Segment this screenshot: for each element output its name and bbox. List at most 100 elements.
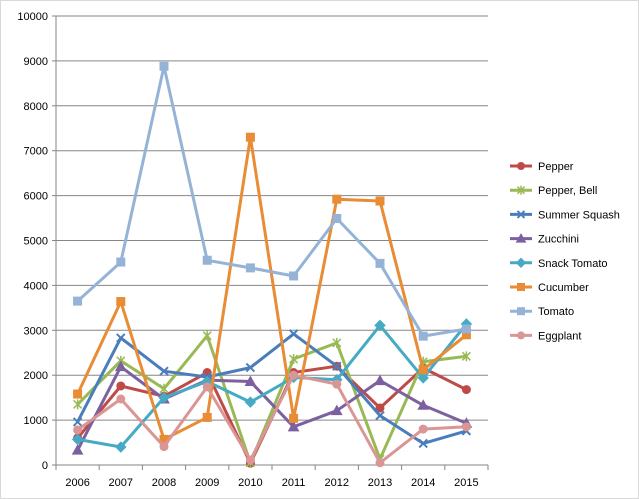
data-point xyxy=(115,441,127,453)
legend-label: Eggplant xyxy=(538,330,581,342)
data-point xyxy=(332,213,342,223)
legend: Pepper Pepper, Bell Summer Squash Zucchini S… xyxy=(510,161,620,342)
legend-entry: Cucumber xyxy=(510,282,589,294)
data-point xyxy=(71,433,84,446)
series-group xyxy=(71,61,473,468)
legend-entry: Tomato xyxy=(510,306,574,318)
data-point xyxy=(245,132,255,142)
data-point xyxy=(418,424,428,434)
data-point xyxy=(202,382,212,392)
series-eggplant xyxy=(73,370,471,468)
data-point xyxy=(116,333,126,343)
data-point xyxy=(332,361,342,371)
data-point xyxy=(202,255,212,265)
series-line xyxy=(77,323,468,449)
data-point xyxy=(71,444,84,455)
data-point xyxy=(116,381,126,391)
data-point xyxy=(375,196,385,206)
data-point xyxy=(73,399,83,410)
x-tick-label: 2011 xyxy=(282,477,306,489)
legend-label: Pepper xyxy=(538,161,574,173)
data-point xyxy=(418,438,428,449)
data-point xyxy=(73,425,83,435)
x-tick-label: 2007 xyxy=(109,477,133,489)
series-line xyxy=(76,365,467,451)
legend-label: Summer Squash xyxy=(538,209,620,221)
data-point xyxy=(116,257,126,267)
x-tick-label: 2008 xyxy=(152,477,176,489)
y-tick-label: 7000 xyxy=(24,146,48,158)
series-line xyxy=(76,64,467,338)
data-point xyxy=(330,404,343,416)
data-point xyxy=(515,233,527,243)
data-point xyxy=(245,263,255,273)
y-tick-label: 2000 xyxy=(24,370,48,382)
data-point xyxy=(332,337,342,348)
data-point xyxy=(332,379,342,389)
data-point xyxy=(289,413,299,423)
y-tick-label: 9000 xyxy=(24,56,48,68)
legend-label: Cucumber xyxy=(538,282,589,294)
data-point xyxy=(332,194,342,204)
data-point xyxy=(72,417,83,427)
data-point xyxy=(375,458,385,468)
data-point xyxy=(375,403,385,413)
data-point xyxy=(114,360,127,372)
data-point xyxy=(116,297,126,307)
legend-label: Pepper, Bell xyxy=(538,185,597,197)
data-point xyxy=(461,422,471,432)
legend-label: Tomato xyxy=(538,306,574,318)
data-point xyxy=(288,329,299,339)
y-tick-label: 0 xyxy=(42,460,48,472)
data-point xyxy=(516,185,526,195)
data-point xyxy=(461,385,471,395)
data-point xyxy=(418,331,428,341)
data-point xyxy=(202,330,212,341)
x-tick-label: 2013 xyxy=(368,477,392,489)
data-point xyxy=(374,319,386,332)
legend-entry: Pepper xyxy=(510,161,574,173)
data-point xyxy=(289,354,299,365)
series-tomato xyxy=(73,61,471,341)
legend-entry: Pepper, Bell xyxy=(510,185,597,197)
data-point xyxy=(417,372,429,384)
y-tick-label: 4000 xyxy=(24,280,48,292)
data-point xyxy=(73,296,83,306)
x-tick-label: 2012 xyxy=(325,477,349,489)
series-line xyxy=(76,332,467,445)
data-point xyxy=(159,366,169,376)
data-point xyxy=(517,307,525,316)
data-point xyxy=(289,370,299,380)
data-point xyxy=(374,374,386,386)
data-point xyxy=(375,410,385,421)
data-point xyxy=(417,399,430,410)
legend-label: Snack Tomato xyxy=(538,258,608,270)
data-point xyxy=(245,362,256,373)
legend-entry: Snack Tomato xyxy=(510,257,608,270)
data-point xyxy=(461,351,471,362)
data-point xyxy=(245,455,255,465)
x-tick-label: 2015 xyxy=(454,477,478,489)
data-point xyxy=(418,365,428,375)
x-tick-label: 2010 xyxy=(238,477,262,489)
y-tick-label: 1000 xyxy=(24,415,48,427)
data-point xyxy=(517,162,525,170)
data-point xyxy=(461,324,471,334)
data-point xyxy=(202,412,212,422)
y-tick-label: 8000 xyxy=(24,101,48,113)
legend-entry: Eggplant xyxy=(510,330,581,342)
legend-label: Zucchini xyxy=(538,234,579,246)
data-point xyxy=(517,331,525,340)
data-point xyxy=(516,210,526,219)
data-point xyxy=(515,257,527,269)
y-tick-label: 10000 xyxy=(17,11,48,23)
data-point xyxy=(158,391,170,404)
gridlines xyxy=(56,15,488,421)
data-point xyxy=(289,271,299,281)
data-point xyxy=(287,420,300,432)
series-line xyxy=(76,135,468,441)
y-tick-label: 5000 xyxy=(24,236,48,248)
data-point xyxy=(159,442,169,452)
legend-entry: Summer Squash xyxy=(510,209,620,221)
